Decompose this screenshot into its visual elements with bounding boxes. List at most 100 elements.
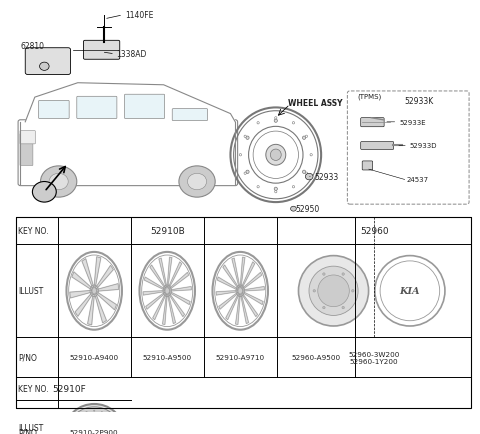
FancyBboxPatch shape <box>124 95 165 119</box>
Polygon shape <box>168 262 182 288</box>
Ellipse shape <box>86 411 87 413</box>
Ellipse shape <box>84 429 87 431</box>
Ellipse shape <box>240 154 241 157</box>
Ellipse shape <box>244 173 246 175</box>
Text: KEY NO.: KEY NO. <box>18 385 48 393</box>
Text: P/NO: P/NO <box>18 427 37 434</box>
Ellipse shape <box>257 186 259 188</box>
Polygon shape <box>153 294 166 320</box>
Ellipse shape <box>342 307 345 309</box>
Ellipse shape <box>292 122 295 125</box>
Ellipse shape <box>73 427 75 428</box>
Ellipse shape <box>114 427 115 428</box>
Text: 1338AD: 1338AD <box>116 50 146 59</box>
Polygon shape <box>243 292 263 305</box>
Ellipse shape <box>266 145 286 166</box>
Ellipse shape <box>246 137 249 140</box>
Polygon shape <box>167 257 172 287</box>
FancyBboxPatch shape <box>18 121 238 186</box>
Ellipse shape <box>66 404 122 434</box>
Polygon shape <box>150 265 166 289</box>
Polygon shape <box>236 295 240 325</box>
Text: 52933K: 52933K <box>404 96 433 105</box>
Ellipse shape <box>342 273 345 276</box>
Ellipse shape <box>313 290 315 293</box>
Text: 52910B: 52910B <box>150 227 185 236</box>
Ellipse shape <box>299 256 369 326</box>
Ellipse shape <box>351 290 354 293</box>
Ellipse shape <box>305 173 308 175</box>
Text: 52910-A9400: 52910-A9400 <box>70 355 119 361</box>
Ellipse shape <box>91 425 97 431</box>
Ellipse shape <box>302 171 306 174</box>
Text: 62810: 62810 <box>21 42 45 51</box>
Polygon shape <box>240 257 245 287</box>
Polygon shape <box>169 273 189 289</box>
Ellipse shape <box>323 273 325 276</box>
Circle shape <box>33 182 56 203</box>
Ellipse shape <box>238 288 242 294</box>
Ellipse shape <box>108 415 109 416</box>
Polygon shape <box>169 293 184 317</box>
Ellipse shape <box>165 288 169 294</box>
Bar <box>16 217 471 408</box>
Polygon shape <box>242 273 262 289</box>
FancyBboxPatch shape <box>20 135 33 166</box>
Polygon shape <box>163 295 167 325</box>
Ellipse shape <box>380 261 440 321</box>
Text: (TPMS): (TPMS) <box>357 93 381 100</box>
Polygon shape <box>216 291 238 296</box>
Polygon shape <box>87 295 94 325</box>
Circle shape <box>188 174 206 190</box>
Ellipse shape <box>80 415 81 416</box>
FancyBboxPatch shape <box>77 97 117 119</box>
Ellipse shape <box>246 171 249 174</box>
Text: P/NO: P/NO <box>18 353 37 362</box>
Ellipse shape <box>94 410 95 411</box>
FancyBboxPatch shape <box>361 142 394 150</box>
Ellipse shape <box>323 307 325 309</box>
Circle shape <box>49 174 68 190</box>
Circle shape <box>290 207 296 212</box>
Text: 1140FE: 1140FE <box>125 11 154 20</box>
FancyBboxPatch shape <box>84 41 120 60</box>
Ellipse shape <box>87 421 90 423</box>
Text: 52960-3W200
52960-1Y200: 52960-3W200 52960-1Y200 <box>348 351 400 364</box>
Ellipse shape <box>98 421 101 423</box>
Ellipse shape <box>236 285 244 297</box>
FancyBboxPatch shape <box>361 118 384 128</box>
Ellipse shape <box>305 136 308 138</box>
Ellipse shape <box>310 154 312 157</box>
Polygon shape <box>226 294 239 320</box>
Polygon shape <box>143 291 165 296</box>
Polygon shape <box>94 257 101 288</box>
Polygon shape <box>95 294 107 323</box>
Text: 52950: 52950 <box>295 205 319 214</box>
Ellipse shape <box>101 411 102 413</box>
Ellipse shape <box>92 288 96 294</box>
Circle shape <box>40 167 77 198</box>
Text: ILLUST: ILLUST <box>18 424 43 432</box>
Ellipse shape <box>309 266 358 316</box>
Text: ILLUST: ILLUST <box>18 286 43 296</box>
Ellipse shape <box>274 120 277 123</box>
Ellipse shape <box>75 421 76 422</box>
Polygon shape <box>75 293 93 316</box>
Text: 52910-2P900: 52910-2P900 <box>70 429 119 434</box>
Ellipse shape <box>302 137 306 140</box>
Polygon shape <box>168 295 176 324</box>
Circle shape <box>179 167 215 198</box>
Ellipse shape <box>112 421 113 422</box>
Text: 52910F: 52910F <box>53 385 86 393</box>
Text: 52933E: 52933E <box>400 119 427 125</box>
Text: 52910-A9500: 52910-A9500 <box>143 355 192 361</box>
Text: 52960: 52960 <box>360 227 388 236</box>
Polygon shape <box>82 259 94 288</box>
Polygon shape <box>243 287 264 291</box>
Polygon shape <box>146 293 165 309</box>
Ellipse shape <box>318 275 349 307</box>
FancyBboxPatch shape <box>25 49 71 76</box>
Ellipse shape <box>79 415 109 434</box>
Polygon shape <box>96 266 113 289</box>
Ellipse shape <box>244 136 246 138</box>
